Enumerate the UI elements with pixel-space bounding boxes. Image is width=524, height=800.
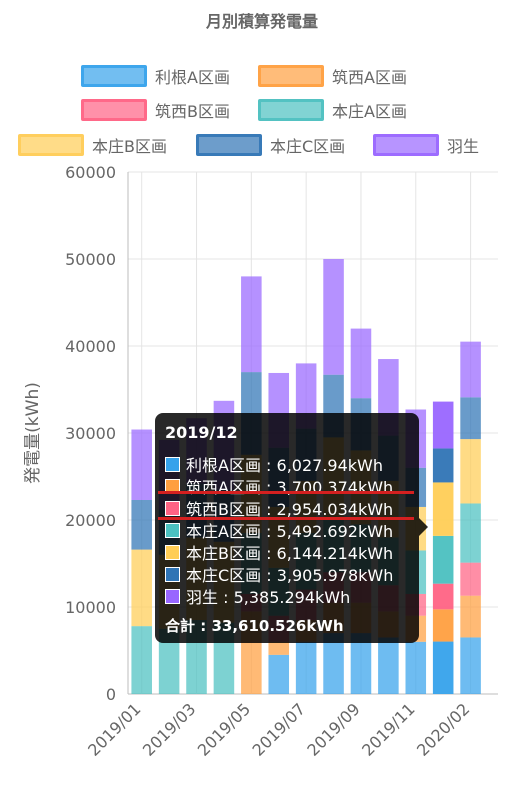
legend-label: 本庄A区画 [332, 102, 407, 121]
tooltip-text: 本庄A区画 : 5,492.692kWh [186, 522, 394, 541]
bar-segment [460, 503, 481, 563]
bar-segment [323, 633, 344, 694]
bar-segment [268, 641, 290, 655]
tooltip-row: 本庄B区画 : 6,144.214kWh [165, 541, 393, 563]
legend-swatch [373, 134, 439, 156]
tooltip-row: 本庄C区画 : 3,905.978kWh [165, 563, 393, 585]
tooltip-title: 2019/12 [165, 423, 238, 442]
bar-segment [432, 641, 454, 694]
legend-item-chikusei-b[interactable]: 筑西B区画 [81, 97, 230, 123]
red-underline [158, 517, 414, 520]
x-tick-label: 2020/02 [413, 699, 473, 759]
tooltip-row: 本庄A区画 : 5,492.692kWh [165, 519, 393, 541]
legend-swatch [18, 134, 84, 156]
tooltip: 2019/12 利根A区画 : 6,027.94kWh 筑西A区画 : 3,70… [155, 413, 419, 643]
y-tick-label: 40000 [65, 337, 116, 356]
bar-segment [295, 641, 317, 694]
tooltip-row: 利根A区画 : 6,027.94kWh [165, 453, 383, 475]
bar-segment [350, 328, 372, 399]
bar-segment [295, 363, 317, 429]
x-tick-label: 2019/09 [303, 699, 363, 759]
bar-segment [432, 448, 454, 483]
y-tick-label: 20000 [65, 511, 116, 530]
bar-segment [405, 641, 427, 694]
bar-segment [158, 628, 180, 694]
legend-swatch [258, 65, 324, 87]
legend-swatch [196, 134, 262, 156]
bar-segment [350, 633, 372, 694]
x-tick-label: 2019/05 [194, 699, 254, 759]
y-tick-label: 60000 [65, 163, 116, 182]
legend-item-honjo-c[interactable]: 本庄C区画 [196, 132, 345, 158]
legend-swatch [258, 99, 324, 121]
y-tick-label: 0 [106, 685, 116, 704]
bar-segment [131, 499, 152, 550]
legend-swatch [81, 99, 147, 121]
tooltip-swatch [165, 544, 180, 560]
chart-title: 月別積算発電量 [205, 12, 318, 31]
bar-segment [378, 637, 399, 694]
bar-segment [460, 595, 481, 638]
tooltip-row: 羽生 : 5,385.294kWh [165, 585, 350, 607]
legend-label: 羽生 [447, 137, 480, 156]
bar-segment [432, 583, 454, 610]
y-axis-title: 発電量(kWh) [23, 382, 43, 484]
x-tick-label: 2019/03 [139, 699, 199, 759]
tooltip-text: 筑西B区画 : 2,954.034kWh [186, 500, 394, 519]
bar-segment [131, 549, 152, 627]
legend-item-honjo-b[interactable]: 本庄B区画 [18, 132, 167, 158]
tooltip-text: 筑西A区画 : 3,700.374kWh [186, 478, 394, 497]
tooltip-swatch [165, 522, 180, 538]
legend-label: 筑西B区画 [155, 102, 230, 121]
bar-segment [323, 259, 344, 375]
tooltip-swatch [165, 500, 180, 516]
legend-item-chikusei-a[interactable]: 筑西A区画 [258, 63, 407, 89]
bar-segment [131, 429, 152, 500]
bar-segment [460, 637, 481, 694]
bar-segment [460, 439, 481, 504]
tooltip-row: 筑西B区画 : 2,954.034kWh [165, 497, 393, 519]
bar-segment [460, 562, 481, 596]
legend-label: 本庄C区画 [270, 137, 346, 156]
bar-segment [131, 626, 152, 694]
tooltip-text: 本庄B区画 : 6,144.214kWh [186, 544, 394, 563]
y-tick-label: 30000 [65, 424, 116, 443]
tooltip-swatch [165, 566, 180, 582]
bar-segment [432, 482, 454, 536]
bar-segment [460, 341, 481, 398]
legend-item-honjo-a[interactable]: 本庄A区画 [258, 97, 407, 123]
tooltip-arrow [419, 518, 428, 536]
legend-item-hanyu[interactable]: 羽生 [373, 132, 479, 158]
tooltip-swatch [165, 588, 180, 604]
y-tick-label: 10000 [65, 598, 116, 617]
bar-segment [460, 397, 481, 440]
bar-segment [241, 276, 262, 373]
x-tick-label: 2019/01 [84, 699, 144, 759]
legend-item-tone-a[interactable]: 利根A区画 [81, 63, 230, 89]
x-tick-label: 2019/11 [358, 699, 418, 759]
bar-segment [432, 401, 454, 449]
legend-label: 利根A区画 [155, 68, 230, 87]
red-underline [158, 491, 414, 494]
bar-segment [432, 535, 454, 584]
legend-label: 本庄B区画 [92, 137, 167, 156]
x-tick-label: 2019/07 [249, 699, 309, 759]
bar-segment [432, 609, 454, 642]
legend-swatch [81, 65, 147, 87]
bar-segment [268, 654, 290, 694]
tooltip-text: 本庄C区画 : 3,905.978kWh [186, 566, 394, 585]
tooltip-total: 合計 : 33,610.526kWh [165, 617, 344, 635]
tooltip-text: 羽生 : 5,385.294kWh [186, 588, 351, 607]
tooltip-swatch [165, 456, 180, 472]
tooltip-text: 利根A区画 : 6,027.94kWh [186, 456, 383, 475]
y-tick-label: 50000 [65, 250, 116, 269]
legend-label: 筑西A区画 [332, 68, 407, 87]
